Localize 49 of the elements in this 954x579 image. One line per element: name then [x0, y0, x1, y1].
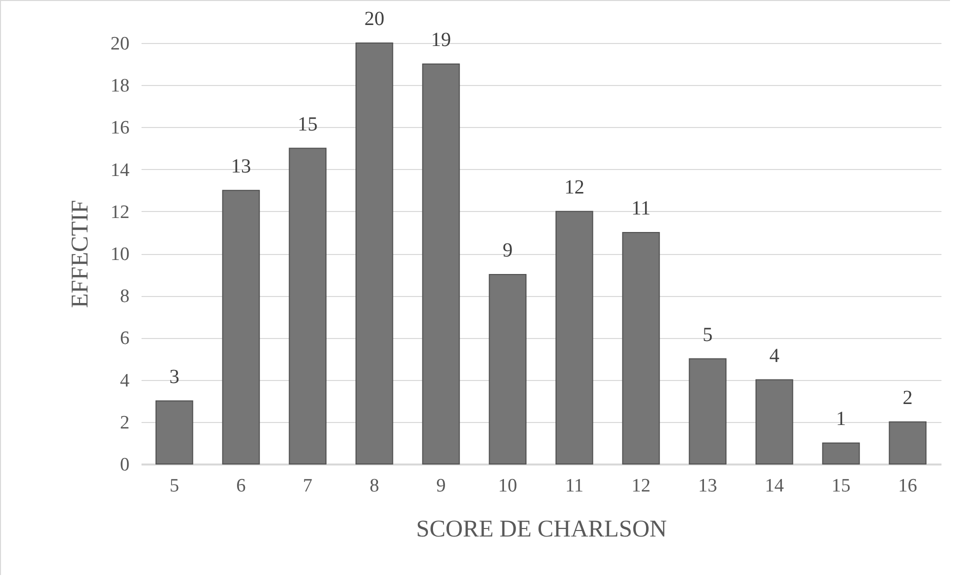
y-tick-label: 12: [110, 202, 130, 223]
x-tick-label: 13: [698, 476, 718, 496]
data-label: 2: [902, 386, 913, 409]
data-label: 11: [631, 197, 651, 220]
x-tick-label: 7: [302, 476, 312, 496]
data-label: 19: [431, 29, 451, 52]
y-tick-label: 8: [120, 286, 130, 308]
bar: [156, 400, 194, 464]
bar: [888, 421, 926, 464]
bar: [356, 42, 394, 464]
y-tick-label: 14: [110, 160, 130, 181]
y-tick-label: 2: [120, 412, 130, 434]
x-tick-label: 9: [436, 476, 446, 496]
x-tick-label: 16: [898, 476, 918, 496]
bar: [288, 148, 326, 464]
data-label: 5: [702, 324, 713, 346]
x-tick-label: 14: [764, 476, 784, 496]
data-label: 20: [364, 8, 384, 30]
data-label: 3: [169, 366, 180, 388]
bar: [488, 274, 526, 464]
data-label: 13: [231, 155, 251, 178]
bar: [622, 232, 660, 464]
y-tick-label: 16: [110, 118, 130, 139]
x-tick-label: 15: [832, 476, 850, 496]
x-tick-label: 10: [498, 476, 518, 496]
data-label: 4: [769, 344, 780, 367]
y-tick-label: 4: [120, 370, 130, 392]
x-tick-label: 5: [170, 476, 180, 496]
data-label: 9: [502, 240, 513, 262]
data-label: 15: [298, 113, 318, 136]
bar: [688, 358, 726, 464]
x-tick-label: 6: [236, 476, 246, 496]
x-tick-label: 8: [370, 476, 380, 496]
data-label: 12: [564, 176, 584, 198]
bar: [756, 379, 794, 464]
y-tick-label: 0: [120, 454, 130, 476]
bar: [222, 190, 260, 464]
x-tick-label: 11: [565, 476, 584, 496]
y-tick-label: 10: [110, 244, 130, 265]
y-tick-label: 6: [120, 328, 130, 350]
y-axis-title: EFFECTIF: [68, 200, 94, 308]
y-tick-label: 18: [110, 76, 130, 97]
bar: [822, 442, 860, 464]
data-label: 1: [836, 408, 846, 430]
x-tick-label: 12: [632, 476, 650, 496]
bar: [556, 210, 594, 464]
y-tick-label: 20: [110, 34, 130, 54]
x-axis-title: SCORE DE CHARLSON: [416, 516, 667, 542]
bar: [422, 64, 460, 464]
